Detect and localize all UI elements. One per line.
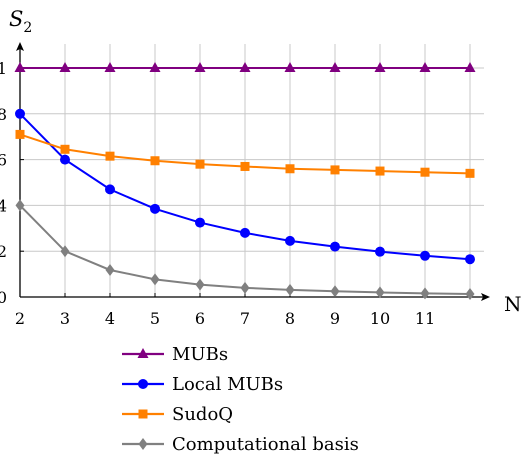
data-point-computational-basis <box>420 287 430 300</box>
data-point-local-mubs <box>465 254 475 265</box>
legend-label: SudoQ <box>172 404 233 425</box>
x-tick-label: 5 <box>150 309 160 328</box>
data-point-sudoq <box>465 168 475 178</box>
x-axis-label: N <box>504 292 522 316</box>
data-point-computational-basis <box>240 281 250 294</box>
data-point-sudoq <box>420 167 430 177</box>
data-point-computational-basis <box>105 263 115 276</box>
y-axis-label-main: S <box>9 7 23 31</box>
legend-label: Computational basis <box>172 434 359 455</box>
data-point-local-mubs <box>330 241 340 252</box>
x-tick-label: 6 <box>195 309 205 328</box>
y-tick-label: 4 <box>0 196 7 215</box>
y-tick-label: 6 <box>0 151 7 170</box>
data-point-mubs <box>149 62 161 72</box>
x-tick-label: 7 <box>240 309 250 328</box>
legend-item-sudoq: SudoQ <box>122 404 233 425</box>
data-point-sudoq <box>105 151 115 161</box>
data-point-sudoq <box>15 129 25 139</box>
data-point-sudoq <box>375 166 385 176</box>
x-tick-label: 10 <box>370 309 390 328</box>
data-point-mubs <box>59 62 71 72</box>
data-point-computational-basis <box>195 278 205 291</box>
series-group <box>14 62 476 301</box>
x-axis-arrow-icon <box>481 293 490 301</box>
data-point-sudoq <box>240 161 250 171</box>
x-tick-label: 9 <box>330 309 340 328</box>
legend: MUBs Local MUBs SudoQ Computational basis <box>122 344 359 455</box>
x-tick-label: 2 <box>15 309 25 328</box>
legend-item-mubs: MUBs <box>122 344 228 365</box>
data-point-mubs <box>104 62 116 72</box>
data-point-local-mubs <box>15 108 25 119</box>
x-tick-label: 3 <box>60 309 70 328</box>
data-point-mubs <box>329 62 341 72</box>
data-point-local-mubs <box>375 246 385 257</box>
data-point-mubs <box>194 62 206 72</box>
y-axis-label-subscript: 2 <box>23 20 32 36</box>
y-tick-label: 8 <box>0 105 7 124</box>
x-tick-label: 8 <box>285 309 295 328</box>
legend-marker-circle-icon <box>138 379 148 389</box>
legend-marker-triangle-icon <box>137 348 149 358</box>
series-sudoq <box>15 129 475 178</box>
data-point-sudoq <box>330 165 340 175</box>
data-point-mubs <box>284 62 296 72</box>
data-point-computational-basis <box>285 283 295 296</box>
data-point-computational-basis <box>465 288 475 301</box>
series-local-mubs <box>15 108 475 265</box>
legend-label: MUBs <box>172 344 228 365</box>
legend-marker-diamond-icon <box>138 438 148 450</box>
y-tick-label: 2 <box>0 242 7 261</box>
data-point-local-mubs <box>105 184 115 195</box>
data-point-sudoq <box>150 156 160 166</box>
legend-item-computational-basis: Computational basis <box>122 434 359 455</box>
data-point-local-mubs <box>60 154 70 165</box>
data-point-computational-basis <box>15 199 25 212</box>
data-point-sudoq <box>285 164 295 174</box>
data-point-local-mubs <box>150 203 160 214</box>
data-point-local-mubs <box>285 235 295 246</box>
legend-marker-square-icon <box>138 409 148 419</box>
data-point-sudoq <box>60 144 70 154</box>
data-point-computational-basis <box>330 285 340 298</box>
data-point-computational-basis <box>375 286 385 299</box>
data-point-mubs <box>419 62 431 72</box>
y-axis-arrow-icon <box>16 42 24 51</box>
data-point-mubs <box>239 62 251 72</box>
data-point-local-mubs <box>420 250 430 261</box>
data-point-mubs <box>14 62 26 72</box>
data-point-computational-basis <box>60 245 70 258</box>
y-axis-label: S2 <box>9 7 32 36</box>
series-computational-basis <box>15 199 475 301</box>
y-tick-label: 1 <box>0 59 7 78</box>
series-mubs <box>14 62 476 72</box>
data-point-local-mubs <box>195 217 205 228</box>
data-point-local-mubs <box>240 227 250 238</box>
data-point-computational-basis <box>150 273 160 286</box>
data-point-sudoq <box>195 159 205 169</box>
legend-item-local-mubs: Local MUBs <box>122 374 283 395</box>
grid <box>19 44 484 297</box>
y-tick-label: 0 <box>0 288 7 307</box>
x-tick-label: 11 <box>415 309 435 328</box>
data-point-mubs <box>374 62 386 72</box>
legend-label: Local MUBs <box>172 374 283 395</box>
x-tick-label: 4 <box>105 309 115 328</box>
data-point-mubs <box>464 62 476 72</box>
